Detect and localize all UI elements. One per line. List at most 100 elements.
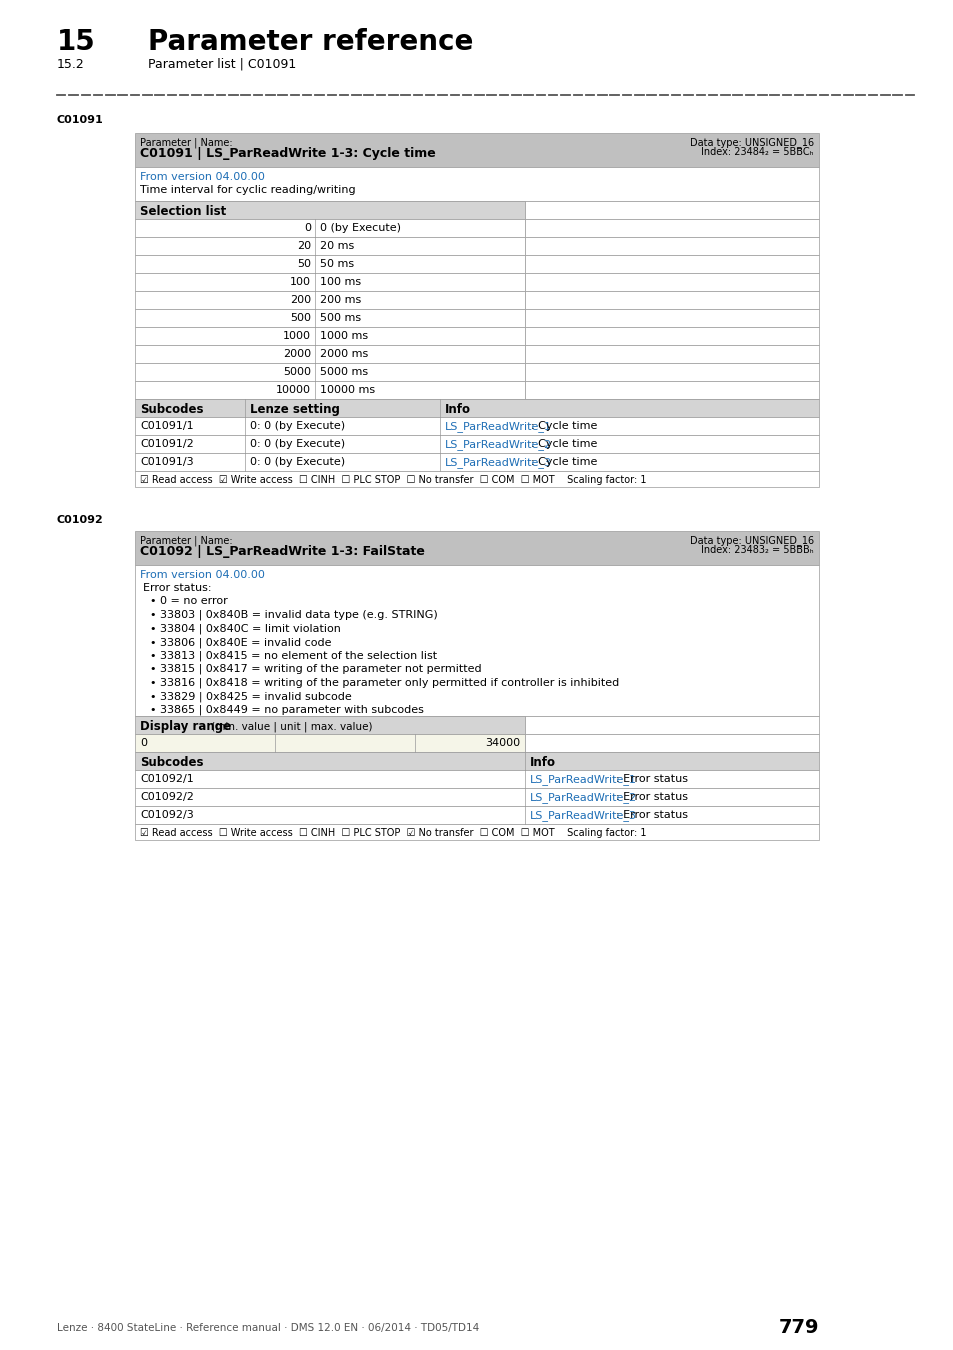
Text: Data type: UNSIGNED_16: Data type: UNSIGNED_16	[689, 136, 813, 148]
Text: 50 ms: 50 ms	[319, 259, 354, 269]
Text: ☑ Read access  ☑ Write access  ☐ CINH  ☐ PLC STOP  ☐ No transfer  ☐ COM  ☐ MOT  : ☑ Read access ☑ Write access ☐ CINH ☐ PL…	[140, 475, 646, 485]
Bar	[135, 752, 818, 769]
Text: • 33804 | 0x840C = limit violation: • 33804 | 0x840C = limit violation	[143, 624, 340, 634]
Bar	[135, 417, 818, 435]
Text: Data type: UNSIGNED_16: Data type: UNSIGNED_16	[689, 535, 813, 545]
Text: C01091 | LS_ParReadWrite 1-3: Cycle time: C01091 | LS_ParReadWrite 1-3: Cycle time	[140, 147, 436, 161]
Bar	[135, 292, 524, 309]
Text: C01092/1: C01092/1	[140, 774, 193, 784]
Text: : Cycle time: : Cycle time	[530, 458, 597, 467]
Bar	[524, 292, 818, 309]
Text: (min. value | unit | max. value): (min. value | unit | max. value)	[208, 721, 372, 732]
Bar	[135, 201, 524, 219]
Bar	[524, 716, 818, 734]
Text: C01091/2: C01091/2	[140, 439, 193, 450]
Text: : Error status: : Error status	[616, 774, 687, 784]
Text: Info: Info	[444, 404, 471, 416]
Text: • 33865 | 0x8449 = no parameter with subcodes: • 33865 | 0x8449 = no parameter with sub…	[143, 705, 423, 716]
Text: Selection list: Selection list	[140, 205, 226, 217]
Text: 0 (by Execute): 0 (by Execute)	[319, 223, 400, 234]
Text: LS_ParReadWrite_2: LS_ParReadWrite_2	[530, 792, 637, 803]
Bar	[135, 238, 524, 255]
Bar	[135, 471, 818, 487]
Text: • 0 = no error: • 0 = no error	[143, 597, 228, 606]
Text: 1000: 1000	[283, 331, 311, 342]
Bar	[135, 806, 818, 824]
Bar	[524, 238, 818, 255]
Text: Subcodes: Subcodes	[140, 404, 203, 416]
Text: Time interval for cyclic reading/writing: Time interval for cyclic reading/writing	[140, 185, 355, 194]
Bar	[135, 788, 818, 806]
Text: LS_ParReadWrite_3: LS_ParReadWrite_3	[530, 810, 637, 821]
Text: 15.2: 15.2	[57, 58, 85, 72]
Text: 0: 0 (by Execute): 0: 0 (by Execute)	[250, 458, 345, 467]
Text: 0: 0 (by Execute): 0: 0 (by Execute)	[250, 439, 345, 450]
Text: C01092/2: C01092/2	[140, 792, 193, 802]
Text: 0: 0 (by Execute): 0: 0 (by Execute)	[250, 421, 345, 431]
Text: 20: 20	[296, 242, 311, 251]
Bar	[524, 255, 818, 273]
Text: Lenze · 8400 StateLine · Reference manual · DMS 12.0 EN · 06/2014 · TD05/TD14: Lenze · 8400 StateLine · Reference manua…	[57, 1323, 478, 1332]
Bar	[135, 734, 524, 752]
Text: • 33816 | 0x8418 = writing of the parameter only permitted if controller is inhi: • 33816 | 0x8418 = writing of the parame…	[143, 678, 618, 688]
Bar	[524, 346, 818, 363]
Text: C01091/1: C01091/1	[140, 421, 193, 431]
Text: From version 04.00.00: From version 04.00.00	[140, 570, 265, 580]
Text: LS_ParReadWrite_3: LS_ParReadWrite_3	[444, 458, 552, 468]
Text: • 33829 | 0x8425 = invalid subcode: • 33829 | 0x8425 = invalid subcode	[143, 691, 352, 702]
Text: 10000 ms: 10000 ms	[319, 385, 375, 396]
Text: • 33803 | 0x840B = invalid data type (e.g. STRING): • 33803 | 0x840B = invalid data type (e.…	[143, 610, 437, 621]
Bar	[524, 734, 818, 752]
Bar	[135, 566, 818, 716]
Bar	[524, 219, 818, 238]
Text: • 33813 | 0x8415 = no element of the selection list: • 33813 | 0x8415 = no element of the sel…	[143, 651, 436, 661]
Bar	[135, 531, 818, 566]
Text: Subcodes: Subcodes	[140, 756, 203, 770]
Text: : Error status: : Error status	[616, 792, 687, 802]
Text: LS_ParReadWrite_1: LS_ParReadWrite_1	[444, 421, 552, 432]
Text: C01091/3: C01091/3	[140, 458, 193, 467]
Bar	[135, 716, 524, 734]
Text: 10000: 10000	[275, 385, 311, 396]
Text: Lenze setting: Lenze setting	[250, 404, 339, 416]
Text: 500 ms: 500 ms	[319, 313, 361, 323]
Text: : Cycle time: : Cycle time	[530, 439, 597, 450]
Text: Error status:: Error status:	[143, 583, 212, 593]
Bar	[524, 273, 818, 292]
Bar	[135, 134, 818, 167]
Bar	[524, 309, 818, 327]
Text: 779: 779	[778, 1318, 818, 1336]
Text: : Cycle time: : Cycle time	[530, 421, 597, 431]
Text: Index: 23483₂ = 5BBBₕ: Index: 23483₂ = 5BBBₕ	[700, 545, 813, 555]
Text: Parameter reference: Parameter reference	[148, 28, 473, 55]
Text: From version 04.00.00: From version 04.00.00	[140, 171, 265, 182]
Text: C01092/3: C01092/3	[140, 810, 193, 819]
Bar	[135, 454, 818, 471]
Text: Parameter list | C01091: Parameter list | C01091	[148, 58, 296, 72]
Text: 1000 ms: 1000 ms	[319, 331, 368, 342]
Text: 20 ms: 20 ms	[319, 242, 354, 251]
Bar	[135, 167, 818, 201]
Text: LS_ParReadWrite_1: LS_ParReadWrite_1	[530, 774, 637, 784]
Text: Index: 23484₂ = 5BBCₕ: Index: 23484₂ = 5BBCₕ	[700, 147, 813, 157]
Bar	[524, 363, 818, 381]
Text: Info: Info	[530, 756, 556, 770]
Text: C01092: C01092	[57, 514, 104, 525]
Text: ☑ Read access  ☐ Write access  ☐ CINH  ☐ PLC STOP  ☑ No transfer  ☐ COM  ☐ MOT  : ☑ Read access ☐ Write access ☐ CINH ☐ PL…	[140, 828, 646, 838]
Bar	[135, 219, 524, 238]
Bar	[135, 381, 524, 400]
Text: 100: 100	[290, 277, 311, 288]
Text: C01091: C01091	[57, 115, 104, 126]
Bar	[524, 327, 818, 346]
Text: 0: 0	[304, 223, 311, 234]
Bar	[135, 255, 524, 273]
Text: 2000 ms: 2000 ms	[319, 350, 368, 359]
Text: Display range: Display range	[140, 720, 231, 733]
Text: 200: 200	[290, 296, 311, 305]
Text: 5000 ms: 5000 ms	[319, 367, 368, 377]
Bar	[135, 346, 524, 363]
Text: 100 ms: 100 ms	[319, 277, 361, 288]
Text: 200 ms: 200 ms	[319, 296, 361, 305]
Bar	[135, 769, 818, 788]
Text: 34000: 34000	[484, 738, 519, 748]
